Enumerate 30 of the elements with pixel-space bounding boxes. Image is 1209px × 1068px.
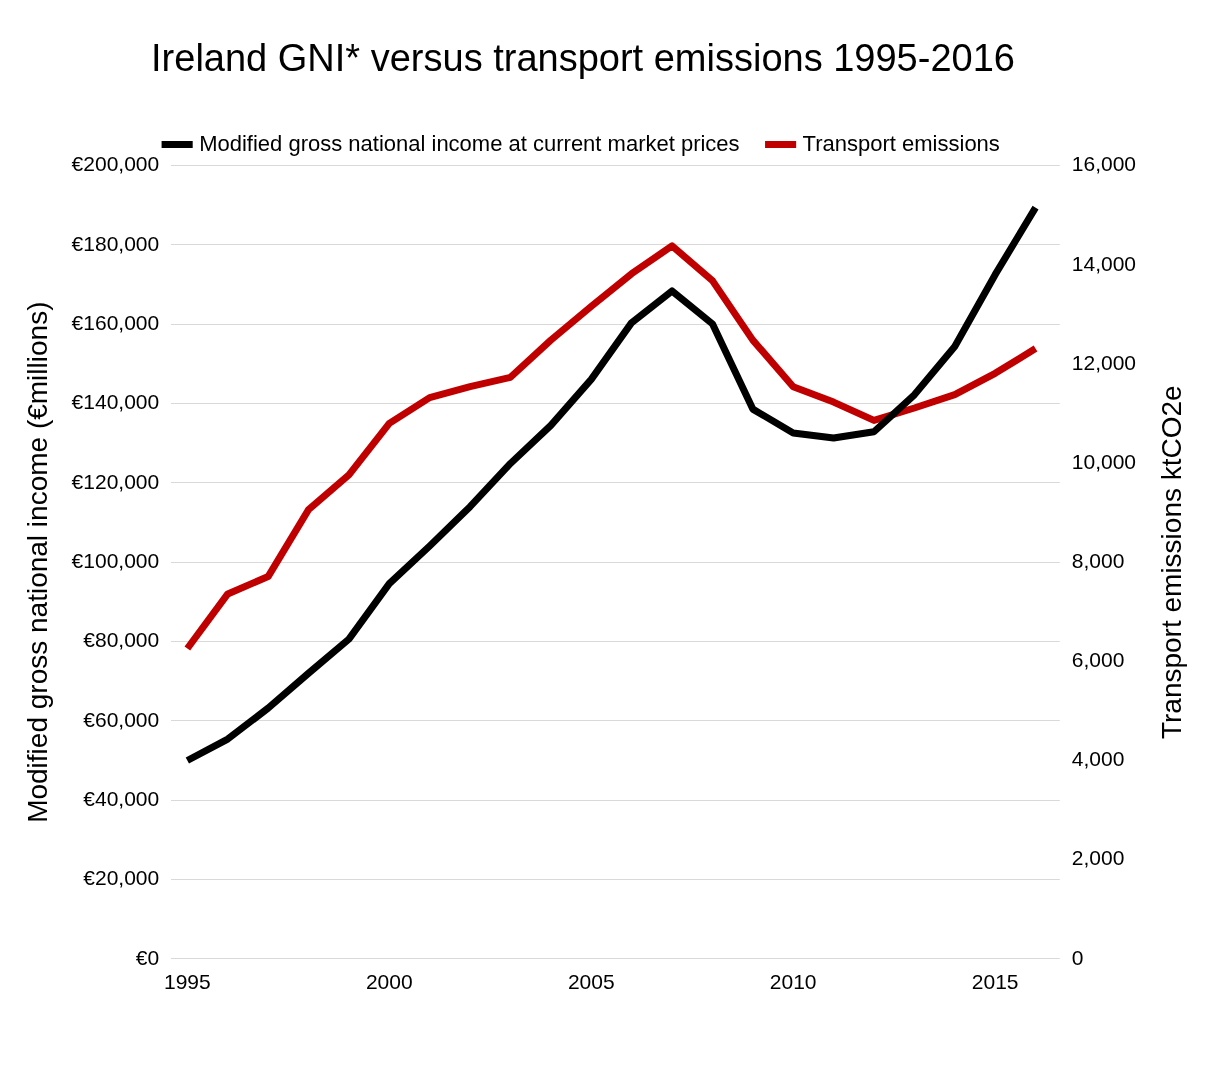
y2-tick-label: 8,000 (1071, 549, 1125, 572)
x-tick-label: 2005 (567, 970, 615, 994)
x-tick-label: 2015 (971, 970, 1019, 994)
y-tick-label: €0 (135, 945, 160, 969)
y-tick-label: €200,000 (71, 152, 160, 176)
y2-tick-label: 0 (1071, 945, 1084, 969)
y-tick-label: €140,000 (71, 390, 160, 414)
x-tick-label: 2010 (769, 970, 817, 994)
y-tick-label: €40,000 (83, 786, 160, 810)
x-tick-label: 2000 (365, 970, 413, 994)
y-tick-label: €20,000 (83, 866, 160, 890)
y-tick-label: €100,000 (71, 549, 160, 572)
y-tick-label: €80,000 (83, 628, 160, 652)
y2-tick-label: 2,000 (1071, 846, 1125, 870)
y-tick-label: €60,000 (83, 707, 160, 731)
chart-title: Ireland GNI* versus transport emissions 1995-2016 (151, 37, 1015, 80)
y2-tick-label: 10,000 (1071, 449, 1136, 473)
y2-axis-title: Transport emissions ktCO2e (1155, 385, 1187, 740)
legend-label: Transport emissions (802, 130, 1000, 156)
y2-tick-label: 6,000 (1071, 648, 1125, 672)
y-tick-label: €160,000 (71, 311, 160, 335)
y-tick-label: €120,000 (71, 469, 160, 493)
y2-tick-label: 16,000 (1071, 152, 1136, 176)
y2-tick-label: 14,000 (1071, 251, 1136, 275)
y2-tick-label: 12,000 (1071, 350, 1136, 374)
legend-label: Modified gross national income at current market prices (199, 130, 740, 156)
y-axis-title: Modified gross national income (€millions) (21, 301, 53, 823)
y-tick-label: €180,000 (71, 231, 160, 255)
y2-tick-label: 4,000 (1071, 747, 1125, 771)
x-tick-label: 1995 (163, 970, 211, 994)
